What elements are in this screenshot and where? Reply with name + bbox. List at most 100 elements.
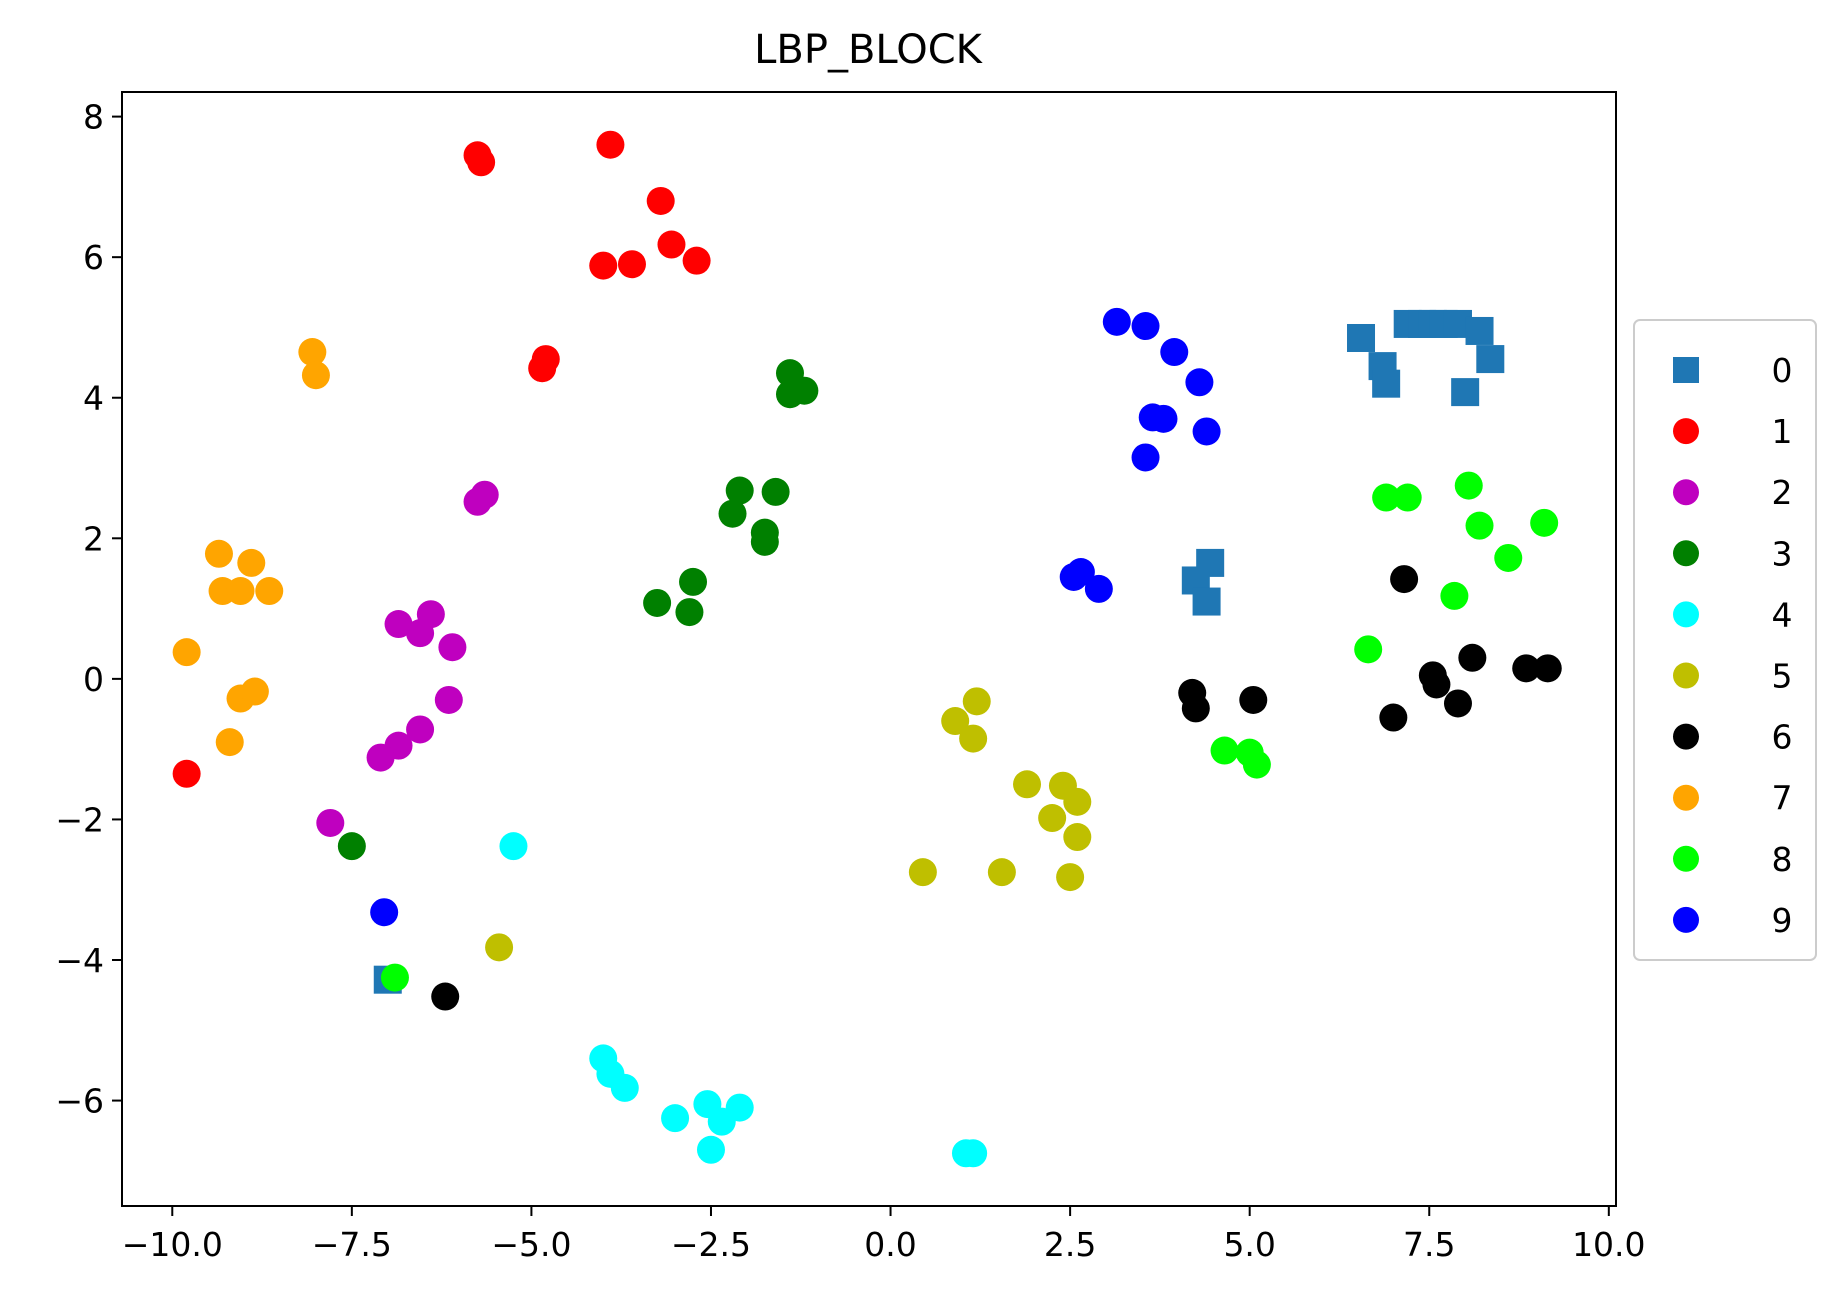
data-point-1 bbox=[646, 186, 675, 215]
data-point-7 bbox=[301, 361, 330, 390]
y-axis: 8 6 4 2 0 −2 −4 −6 bbox=[55, 98, 122, 1121]
data-point-2 bbox=[406, 715, 435, 744]
data-point-3 bbox=[718, 499, 747, 528]
data-point-9 bbox=[1084, 574, 1113, 603]
data-point-5 bbox=[485, 933, 514, 962]
y-tick-label: −2 bbox=[55, 800, 104, 839]
data-point-2 bbox=[463, 487, 492, 516]
data-point-5 bbox=[1038, 804, 1067, 833]
legend: 0 1 2 3 4 5 6 7 8 9 bbox=[1633, 319, 1817, 961]
data-point-0 bbox=[1451, 378, 1480, 407]
data-point-8 bbox=[1393, 483, 1422, 512]
data-point-6 bbox=[1390, 565, 1419, 594]
data-point-6 bbox=[1239, 685, 1268, 714]
data-point-1 bbox=[617, 250, 646, 279]
legend-marker-8 bbox=[1673, 845, 1699, 872]
data-point-2 bbox=[438, 633, 467, 662]
x-tick-label: −5.0 bbox=[491, 1225, 571, 1264]
data-point-8 bbox=[1354, 635, 1383, 664]
data-point-0 bbox=[1347, 323, 1376, 352]
y-tick-label: 6 bbox=[83, 238, 104, 277]
data-point-7 bbox=[215, 728, 244, 757]
x-tick-label: 2.5 bbox=[1044, 1225, 1096, 1264]
data-point-5 bbox=[1056, 863, 1085, 892]
data-point-1 bbox=[657, 230, 686, 259]
y-tick-label: 0 bbox=[83, 660, 104, 699]
x-tick-label: −7.5 bbox=[312, 1225, 392, 1264]
data-point-8 bbox=[380, 963, 409, 992]
data-point-7 bbox=[172, 638, 201, 667]
data-point-7 bbox=[240, 677, 269, 706]
legend-marker-6 bbox=[1673, 723, 1699, 750]
data-point-5 bbox=[962, 687, 991, 716]
data-point-4 bbox=[610, 1073, 639, 1102]
data-point-8 bbox=[1465, 511, 1494, 540]
data-point-5 bbox=[908, 858, 937, 887]
legend-marker-2 bbox=[1673, 479, 1699, 506]
data-point-6 bbox=[1533, 654, 1562, 683]
data-point-9 bbox=[1192, 417, 1221, 446]
data-point-7 bbox=[255, 577, 284, 606]
data-point-3 bbox=[725, 476, 754, 505]
data-point-8 bbox=[1210, 736, 1239, 765]
legend-label-9: 9 bbox=[1772, 901, 1793, 940]
data-point-3 bbox=[750, 527, 779, 556]
data-point-6 bbox=[431, 982, 460, 1011]
data-point-2 bbox=[434, 685, 463, 714]
legend-label-0: 0 bbox=[1772, 351, 1793, 390]
data-point-1 bbox=[172, 759, 201, 788]
data-point-0 bbox=[1465, 316, 1494, 345]
legend-marker-9 bbox=[1673, 906, 1699, 933]
data-point-7 bbox=[204, 539, 233, 568]
data-point-0 bbox=[1372, 369, 1401, 398]
data-point-4 bbox=[959, 1139, 988, 1168]
data-point-8 bbox=[1454, 471, 1483, 500]
y-tick-label: −6 bbox=[55, 1082, 104, 1121]
x-tick-label: 7.5 bbox=[1403, 1225, 1455, 1264]
legend-label-6: 6 bbox=[1772, 718, 1793, 757]
data-point-5 bbox=[1063, 787, 1092, 816]
data-point-5 bbox=[959, 724, 988, 753]
data-point-7 bbox=[226, 577, 255, 606]
data-point-3 bbox=[643, 588, 672, 617]
legend-marker-1 bbox=[1673, 418, 1699, 445]
data-point-8 bbox=[1440, 581, 1469, 610]
data-point-9 bbox=[370, 898, 399, 927]
data-point-9 bbox=[1185, 368, 1214, 397]
legend-marker-7 bbox=[1673, 784, 1699, 811]
legend-label-8: 8 bbox=[1772, 840, 1793, 879]
data-point-6 bbox=[1379, 703, 1408, 732]
data-point-6 bbox=[1512, 654, 1541, 683]
data-point-6 bbox=[1181, 694, 1210, 723]
legend-marker-4 bbox=[1673, 601, 1699, 628]
data-point-8 bbox=[1242, 750, 1271, 779]
data-point-7 bbox=[298, 338, 327, 367]
legend-label-7: 7 bbox=[1772, 779, 1793, 818]
data-point-3 bbox=[679, 567, 708, 596]
data-point-9 bbox=[1160, 338, 1189, 367]
legend-label-4: 4 bbox=[1772, 595, 1793, 634]
data-point-4 bbox=[696, 1135, 725, 1164]
data-point-5 bbox=[1063, 823, 1092, 852]
data-point-2 bbox=[406, 619, 435, 648]
data-point-0 bbox=[1476, 345, 1505, 374]
data-point-4 bbox=[725, 1093, 754, 1122]
data-point-8 bbox=[1372, 483, 1401, 512]
data-point-1 bbox=[589, 251, 618, 280]
data-point-8 bbox=[1530, 508, 1559, 537]
legend-label-5: 5 bbox=[1772, 657, 1793, 696]
data-point-1 bbox=[467, 148, 496, 177]
plot-area-frame bbox=[121, 91, 1617, 1207]
data-point-3 bbox=[337, 832, 366, 861]
legend-marker-3 bbox=[1673, 540, 1699, 567]
data-point-1 bbox=[528, 354, 557, 383]
data-point-1 bbox=[682, 246, 711, 275]
data-point-4 bbox=[661, 1104, 690, 1133]
data-point-2 bbox=[366, 743, 395, 772]
data-point-0 bbox=[1192, 587, 1221, 616]
legend-label-3: 3 bbox=[1772, 534, 1793, 573]
x-axis: −10.0 −7.5 −5.0 −2.5 0.0 2.5 5.0 7.5 10.0 bbox=[122, 1206, 1646, 1264]
x-tick-label: 5.0 bbox=[1223, 1225, 1275, 1264]
